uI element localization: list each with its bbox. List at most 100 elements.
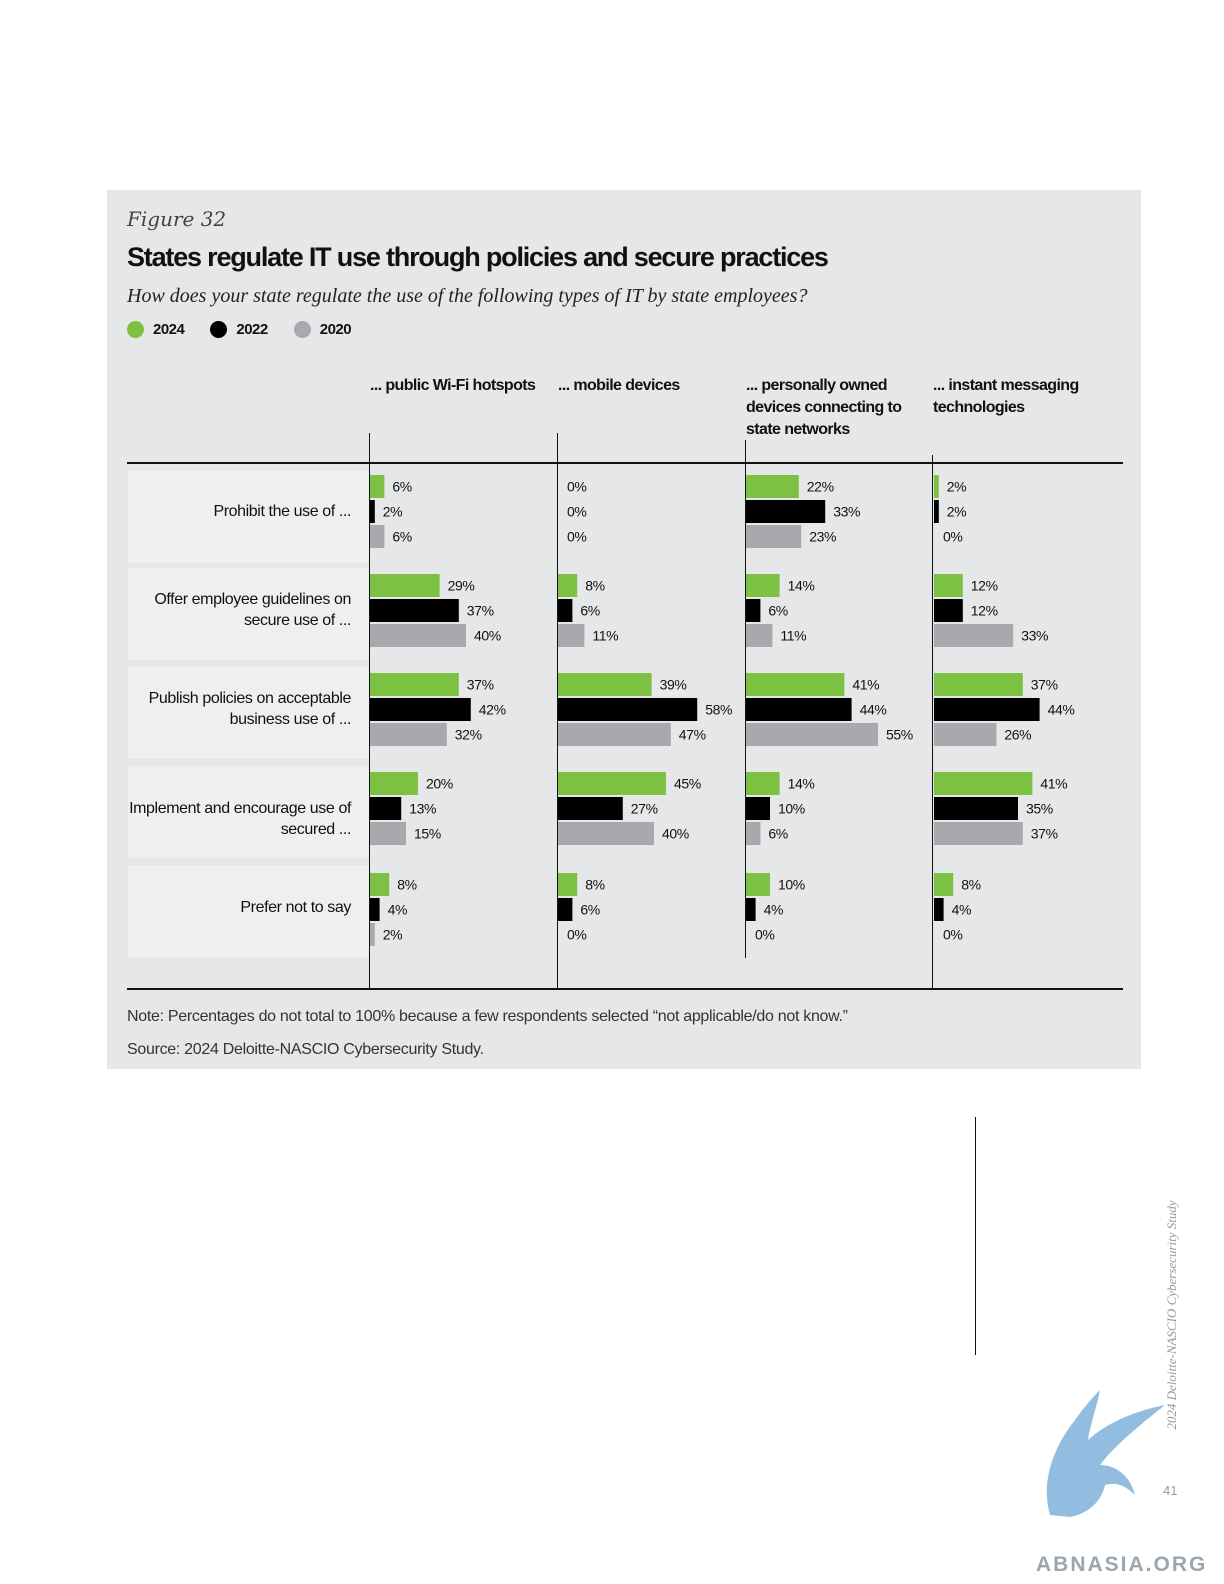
data-label-2020-row2-panel4: 33%: [1021, 628, 1048, 644]
data-label-2020-row2-panel1: 40%: [474, 628, 501, 644]
bar-2022-row5-panel1: [370, 898, 380, 921]
bar-2022-row2-panel2: [558, 599, 573, 622]
bar-2024-row4-panel2: [558, 772, 666, 795]
data-label-2024-row2-panel1: 29%: [448, 578, 475, 594]
watermark-text: ABNASIA.ORG: [1036, 1553, 1208, 1576]
data-label-2020-row3-panel4: 26%: [1004, 727, 1031, 743]
bar-2022-row3-panel1: [370, 698, 471, 721]
data-label-2022-row2-panel4: 12%: [971, 603, 998, 619]
data-label-2020-row4-panel1: 15%: [414, 826, 441, 842]
figure-title: States regulate IT use through policies …: [127, 242, 829, 272]
legend-label-2022: 2022: [236, 321, 268, 338]
chart-note: Note: Percentages do not total to 100% b…: [127, 1008, 848, 1025]
bar-2022-row3-panel4: [934, 698, 1040, 721]
data-label-2020-row3-panel2: 47%: [679, 727, 706, 743]
bar-2024-row4-panel4: [934, 772, 1033, 795]
legend-label-2020: 2020: [319, 321, 352, 338]
panel-header-personal-devices: ... personally owned devices connecting …: [746, 377, 902, 438]
data-label-2020-row2-panel3: 11%: [780, 628, 806, 644]
row-label-publish-policies: Publish policies on acceptable business …: [148, 690, 352, 728]
legend-item-2020: 2020: [293, 321, 352, 338]
bar-2020-row2-panel3: [746, 624, 773, 647]
bar-2022-row2-panel4: [934, 599, 963, 622]
data-label-2020-row4-panel2: 40%: [662, 826, 689, 842]
row-label-implement-secured: Implement and encourage use of secured .…: [129, 800, 351, 838]
data-label-2020-row3-panel1: 32%: [455, 727, 482, 743]
data-label-2022-row3-panel3: 44%: [860, 702, 887, 718]
bar-2024-row2-panel4: [934, 574, 963, 597]
data-label-2024-row2-panel4: 12%: [971, 578, 998, 594]
data-label-2024-row4-panel3: 14%: [788, 776, 815, 792]
bar-2024-row5-panel1: [370, 873, 390, 896]
data-label-2024-row1-panel2: 0%: [567, 479, 586, 495]
bar-2022-row4-panel2: [558, 797, 623, 820]
bar-2022-row1-panel3: [746, 500, 826, 523]
legend-swatch-2020: [293, 321, 311, 338]
data-label-2020-row1-panel1: 6%: [392, 529, 411, 545]
data-label-2022-row1-panel1: 2%: [383, 504, 402, 520]
bar-2024-row1-panel3: [746, 475, 799, 498]
data-label-2022-row4-panel4: 35%: [1026, 801, 1053, 817]
bar-2020-row3-panel3: [746, 723, 878, 746]
bar-2022-row3-panel2: [558, 698, 698, 721]
figure-subtitle: How does your state regulate the use of …: [127, 285, 808, 307]
bar-2024-row5-panel4: [934, 873, 954, 896]
row-band: [128, 865, 370, 957]
data-label-2020-row5-panel2: 0%: [567, 927, 586, 943]
row-label-prefer-not-to-say: Prefer not to say: [240, 899, 351, 916]
bar-2024-row1-panel1: [370, 475, 385, 498]
row-band: [128, 568, 370, 660]
data-label-2024-row3-panel3: 41%: [852, 677, 879, 693]
chart-top-rule: [127, 462, 1123, 464]
data-label-2024-row4-panel2: 45%: [674, 776, 701, 792]
legend-swatch-2022: [210, 321, 228, 338]
bar-2020-row4-panel2: [558, 822, 654, 845]
bar-2020-row2-panel4: [934, 624, 1014, 647]
bar-2020-row5-panel1: [370, 923, 375, 946]
data-label-2022-row5-panel1: 4%: [388, 902, 407, 918]
data-label-2022-row1-panel2: 0%: [567, 504, 586, 520]
chart-source: Source: 2024 Deloitte-NASCIO Cybersecuri…: [127, 1041, 484, 1058]
bar-2022-row4-panel1: [370, 797, 402, 820]
data-label-2020-row5-panel1: 2%: [383, 927, 402, 943]
data-label-2020-row5-panel4: 0%: [943, 927, 962, 943]
bar-2020-row1-panel3: [746, 525, 802, 548]
bar-2020-row1-panel1: [370, 525, 385, 548]
bar-2024-row1-panel4: [934, 475, 939, 498]
bar-2022-row5-panel3: [746, 898, 756, 921]
data-label-2020-row4-panel4: 37%: [1031, 826, 1058, 842]
data-label-2024-row1-panel1: 6%: [392, 479, 411, 495]
data-label-2020-row1-panel4: 0%: [943, 529, 962, 545]
legend-item-2024: 2024: [127, 321, 185, 338]
data-label-2022-row2-panel3: 6%: [768, 603, 787, 619]
page-number: 41: [1163, 1483, 1178, 1498]
legend-label-2024: 2024: [153, 321, 185, 338]
data-label-2024-row3-panel4: 37%: [1031, 677, 1058, 693]
data-label-2024-row1-panel4: 2%: [947, 479, 966, 495]
data-label-2020-row3-panel3: 55%: [886, 727, 913, 743]
data-label-2020-row1-panel2: 0%: [567, 529, 586, 545]
bar-2024-row4-panel1: [370, 772, 418, 795]
panel-axis-wifi: [369, 433, 370, 989]
data-label-2024-row4-panel4: 41%: [1040, 776, 1067, 792]
row-band: [128, 667, 370, 759]
data-label-2020-row5-panel3: 0%: [755, 927, 774, 943]
legend-swatch-2024: [127, 321, 144, 338]
data-label-2022-row1-panel4: 2%: [947, 504, 966, 520]
data-label-2022-row4-panel2: 27%: [631, 801, 658, 817]
bar-2022-row3-panel3: [746, 698, 852, 721]
bar-2024-row5-panel2: [558, 873, 578, 896]
data-label-2022-row1-panel3: 33%: [833, 504, 860, 520]
panel-axis-mobile: [557, 433, 558, 989]
bar-2022-row1-panel1: [370, 500, 375, 523]
data-label-2024-row2-panel2: 8%: [585, 578, 604, 594]
bar-2020-row4-panel4: [934, 822, 1023, 845]
figure-label: Figure 32: [127, 207, 227, 231]
data-label-2022-row5-panel4: 4%: [952, 902, 971, 918]
bar-2024-row2-panel2: [558, 574, 578, 597]
bar-2020-row4-panel3: [746, 822, 761, 845]
bar-2020-row3-panel4: [934, 723, 997, 746]
data-label-2024-row4-panel1: 20%: [426, 776, 453, 792]
data-label-2020-row1-panel3: 23%: [809, 529, 836, 545]
legend-item-2022: 2022: [210, 321, 268, 338]
